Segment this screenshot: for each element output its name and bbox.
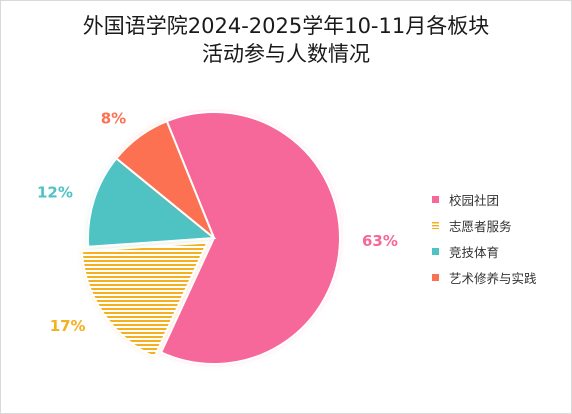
legend-swatch-sports <box>432 247 439 255</box>
chart-title: 外国语学院2024-2025学年10-11月各板块 活动参与人数情况 <box>0 12 572 68</box>
legend-swatch-arts <box>432 273 439 281</box>
legend-label-campus-clubs: 校园社团 <box>449 192 500 208</box>
legend-label-volunteer: 志愿者服务 <box>449 218 512 234</box>
legend-swatch-volunteer <box>432 221 439 229</box>
legend-swatch-campus-clubs <box>432 195 439 203</box>
data-label-campus-clubs: 63% <box>362 232 398 250</box>
slice-campus-clubs <box>159 111 341 365</box>
legend-item-sports: 竞技体育 <box>432 238 537 264</box>
legend-item-campus-clubs: 校园社团 <box>432 186 537 212</box>
slice-volunteer <box>80 241 210 359</box>
chart-title-line-2: 活动参与人数情况 <box>202 42 370 66</box>
slice-sports <box>87 156 217 248</box>
chart-title-line-1: 外国语学院2024-2025学年10-11月各板块 <box>82 14 490 38</box>
data-label-volunteer: 17% <box>50 317 86 335</box>
slice-arts <box>114 119 215 239</box>
data-label-arts: 8% <box>101 109 126 127</box>
legend-item-arts: 艺术修养与实践 <box>432 264 537 290</box>
legend-label-arts: 艺术修养与实践 <box>449 270 537 286</box>
legend-label-sports: 竞技体育 <box>449 244 500 260</box>
legend-item-volunteer: 志愿者服务 <box>432 212 537 238</box>
chart-legend: 校园社团 志愿者服务 竞技体育 艺术修养与实践 <box>432 186 537 290</box>
data-label-sports: 12% <box>37 184 73 202</box>
